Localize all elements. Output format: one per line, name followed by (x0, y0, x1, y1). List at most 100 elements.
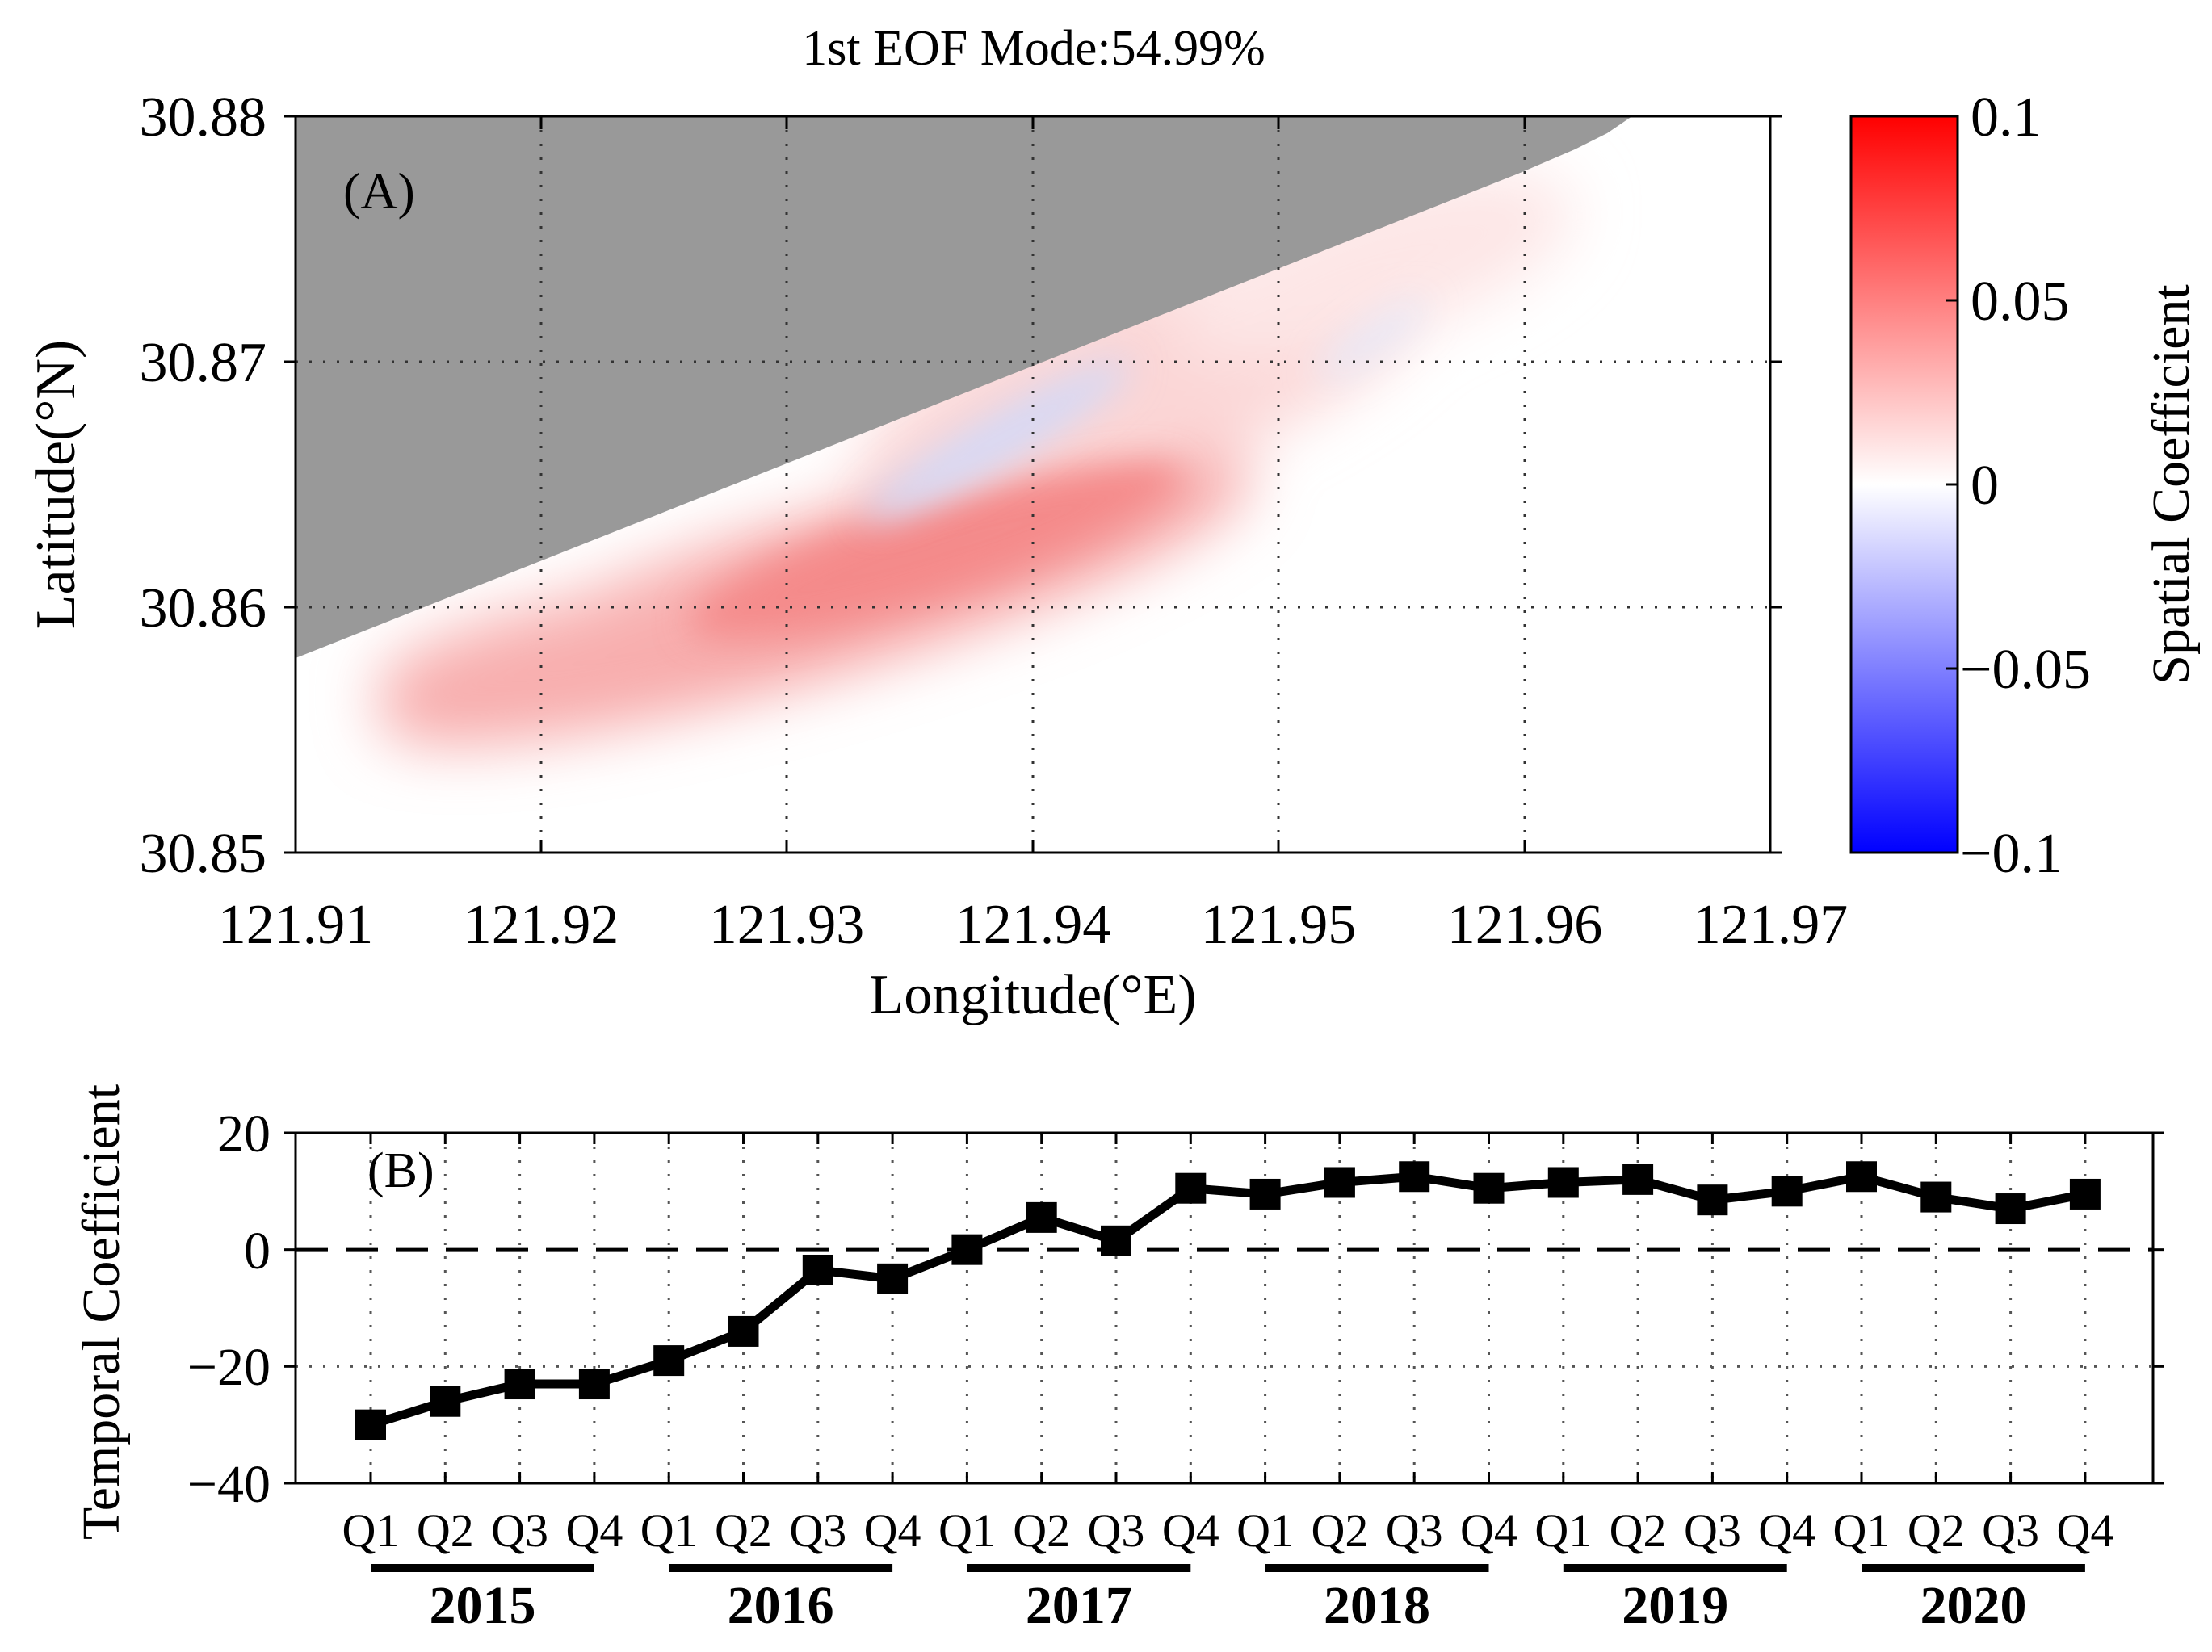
positive-core (689, 462, 1185, 636)
year-label: 2020 (1920, 1576, 2026, 1635)
colorbar-tick-label: 0.05 (1971, 270, 2070, 333)
x-tick-label: 121.94 (955, 894, 1111, 956)
panel-b-label: (B) (367, 1143, 434, 1198)
panel-a-y-tick-labels: 30.88 30.87 30.86 30.85 (140, 86, 267, 885)
quarter-label: Q2 (1908, 1504, 1965, 1557)
y-tick-label: −40 (187, 1455, 271, 1514)
panel-a-title: 1st EOF Mode:54.99% (802, 21, 1265, 76)
data-point-marker (1622, 1164, 1654, 1195)
quarter-label: Q3 (491, 1504, 548, 1557)
quarter-label: Q1 (342, 1504, 400, 1557)
quarter-label: Q3 (789, 1504, 846, 1557)
land-mask (296, 116, 1632, 658)
quarter-label: Q3 (1386, 1504, 1443, 1557)
panel-a: 1st EOF Mode:54.99% (25, 21, 2201, 1026)
data-point-marker (1846, 1161, 1877, 1193)
spatial-field (296, 116, 1770, 853)
y-tick-label: 0 (244, 1222, 271, 1281)
quarter-label: Q2 (1013, 1504, 1070, 1557)
quarter-label: Q4 (565, 1504, 623, 1557)
quarter-label: Q3 (1684, 1504, 1741, 1557)
y-tick-label: 30.88 (140, 86, 267, 149)
x-tick-label: 121.97 (1693, 894, 1849, 956)
data-point-marker (430, 1386, 461, 1417)
year-labels: 2015 2016 2017 2018 2019 2020 (371, 1564, 2085, 1635)
data-point-marker (1175, 1172, 1207, 1204)
quarter-label: Q1 (1534, 1504, 1592, 1557)
temporal-series-markers (355, 1161, 2101, 1440)
data-point-marker (951, 1234, 983, 1265)
x-tick-label: 121.91 (218, 894, 374, 956)
quarter-label: Q4 (1460, 1504, 1517, 1557)
data-point-marker (1547, 1167, 1579, 1198)
data-point-marker (1473, 1172, 1505, 1204)
year-label: 2019 (1622, 1576, 1728, 1635)
temporal-series-line (369, 1172, 2086, 1429)
quarter-label: Q4 (864, 1504, 921, 1557)
data-point-marker (504, 1369, 535, 1400)
year-label: 2016 (728, 1576, 834, 1635)
data-point-marker (1920, 1181, 1952, 1213)
year-label: 2018 (1324, 1576, 1430, 1635)
panel-b-y-tick-labels: 20 0 −20 −40 (187, 1105, 271, 1514)
quarter-label: Q1 (1833, 1504, 1891, 1557)
colorbar-tick-label: 0.1 (1971, 86, 2042, 149)
y-tick-label: −20 (187, 1338, 271, 1397)
data-point-marker (2069, 1178, 2101, 1210)
year-label: 2017 (1026, 1576, 1132, 1635)
quarter-label: Q1 (938, 1504, 996, 1557)
data-point-marker (578, 1369, 610, 1400)
quarter-label: Q3 (1982, 1504, 2039, 1557)
colorbar-tick-label: 0 (1971, 455, 1999, 517)
y-tick-label: 30.86 (140, 577, 267, 639)
data-point-marker (1324, 1167, 1355, 1198)
data-point-marker (1771, 1176, 1803, 1207)
data-point-marker (355, 1409, 386, 1440)
data-point-marker (653, 1345, 685, 1377)
data-point-marker (877, 1263, 909, 1294)
panel-a-xlabel: Longitude(°E) (869, 964, 1196, 1026)
colorbar-label: Spatial Coefficient (2142, 284, 2201, 684)
colorbar-gradient (1849, 115, 1959, 854)
quarter-label: Q2 (1311, 1504, 1368, 1557)
panel-b-ylabel: Temporal Coefficient (72, 1084, 131, 1540)
quarter-label: Q3 (1088, 1504, 1145, 1557)
quarter-label: Q4 (1162, 1504, 1219, 1557)
x-tick-label: 121.93 (709, 894, 865, 956)
year-label: 2015 (429, 1576, 535, 1635)
colorbar-tick-label: −0.05 (1960, 639, 2091, 701)
data-point-marker (802, 1254, 833, 1285)
quarter-label: Q2 (1610, 1504, 1667, 1557)
panel-a-label: (A) (343, 162, 415, 220)
panel-a-ticks (284, 115, 1782, 854)
data-point-marker (728, 1315, 759, 1347)
panel-a-x-tick-labels: 121.91 121.92 121.93 121.94 121.95 121.9… (218, 894, 1849, 956)
panel-b-frame (294, 1131, 2155, 1485)
x-tick-label: 121.96 (1447, 894, 1603, 956)
quarter-label: Q2 (417, 1504, 474, 1557)
data-point-marker (1995, 1193, 2026, 1225)
panel-a-ylabel: Latitude(°N) (25, 340, 87, 629)
panel-b-ticks (284, 1131, 2164, 1485)
quarter-label: Q4 (1758, 1504, 1815, 1557)
data-point-marker (1697, 1184, 1728, 1216)
data-point-marker (1399, 1161, 1430, 1193)
colorbar: 0.1 0.05 0 −0.05 −0.1 Spatial Coefficien… (1849, 86, 2201, 885)
y-tick-label: 30.85 (140, 823, 267, 885)
quarter-label: Q1 (1236, 1504, 1294, 1557)
quarter-labels: Q1 Q2 Q3 Q4 Q1 Q2 Q3 Q4 Q1 Q2 Q3 Q4 Q1 Q2 Q3 Q4 Q1 Q2 Q3 Q4… (342, 1504, 2114, 1557)
quarter-label: Q4 (2056, 1504, 2113, 1557)
quarter-label: Q1 (640, 1504, 698, 1557)
y-tick-label: 30.87 (140, 332, 267, 394)
x-tick-label: 121.95 (1201, 894, 1357, 956)
y-tick-label: 20 (217, 1105, 271, 1164)
data-point-marker (1101, 1225, 1131, 1256)
x-tick-label: 121.92 (464, 894, 619, 956)
colorbar-tick-label: −0.1 (1960, 823, 2063, 885)
quarter-label: Q2 (715, 1504, 772, 1557)
negative-anomaly (863, 300, 1427, 520)
panel-b: (B) 20 0 −20 −40 Temporal Coefficient Q1… (72, 1084, 2164, 1635)
data-point-marker (1026, 1201, 1057, 1233)
data-point-marker (1249, 1178, 1281, 1210)
